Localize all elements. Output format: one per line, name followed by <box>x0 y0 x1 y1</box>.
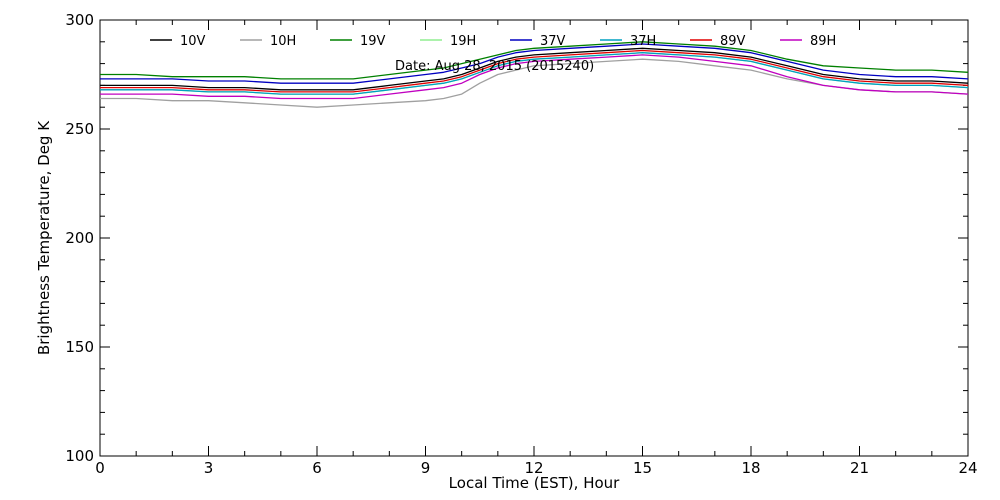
series-line-37v <box>100 43 969 84</box>
legend-label-89v: 89V <box>720 34 746 49</box>
legend-label-19v: 19V <box>360 34 386 49</box>
series-line-10v <box>100 47 969 91</box>
legend-label-37h: 37H <box>630 34 656 49</box>
legend: 10V 10H 19V 19H 37V 37H 89V 89H <box>150 34 836 49</box>
legend-label-89h: 89H <box>810 34 836 49</box>
x-tick-label: 6 <box>312 459 322 477</box>
x-axis-label: Local Time (EST), Hour <box>449 474 620 492</box>
x-tick-label: 3 <box>204 459 214 477</box>
x-tick-label: 9 <box>421 459 431 477</box>
x-tick-label: 12 <box>524 459 543 477</box>
legend-label-37v: 37V <box>540 34 566 49</box>
plot-frame <box>99 19 969 457</box>
y-tick-label: 100 <box>65 447 94 465</box>
legend-label-10v: 10V <box>180 34 206 49</box>
axis-ticks <box>99 19 969 457</box>
x-tick-label: 15 <box>633 459 652 477</box>
series-lines <box>100 41 969 108</box>
plot-border <box>99 19 969 457</box>
x-tick-label: 0 <box>95 459 105 477</box>
y-axis-label: Brightness Temperature, Deg K <box>35 120 53 355</box>
axis-tick-labels: 0 3 6 9 12 15 18 21 24 100 150 200 250 300 <box>65 11 977 477</box>
y-tick-label: 200 <box>65 229 94 247</box>
y-tick-label: 300 <box>65 11 94 29</box>
date-annotation: Date: Aug 28, 2015 (2015240) <box>395 59 594 74</box>
series-line-89v <box>100 49 969 93</box>
x-tick-label: 21 <box>850 459 869 477</box>
x-tick-label: 24 <box>958 459 977 477</box>
legend-label-10h: 10H <box>270 34 296 49</box>
series-line-10h <box>100 58 969 108</box>
x-tick-label: 18 <box>741 459 760 477</box>
series-line-37h <box>100 52 969 95</box>
y-tick-label: 250 <box>65 120 94 138</box>
series-line-19v <box>100 41 969 80</box>
legend-label-19h: 19H <box>450 34 476 49</box>
series-line-89h <box>100 54 969 100</box>
y-tick-label: 150 <box>65 338 94 356</box>
